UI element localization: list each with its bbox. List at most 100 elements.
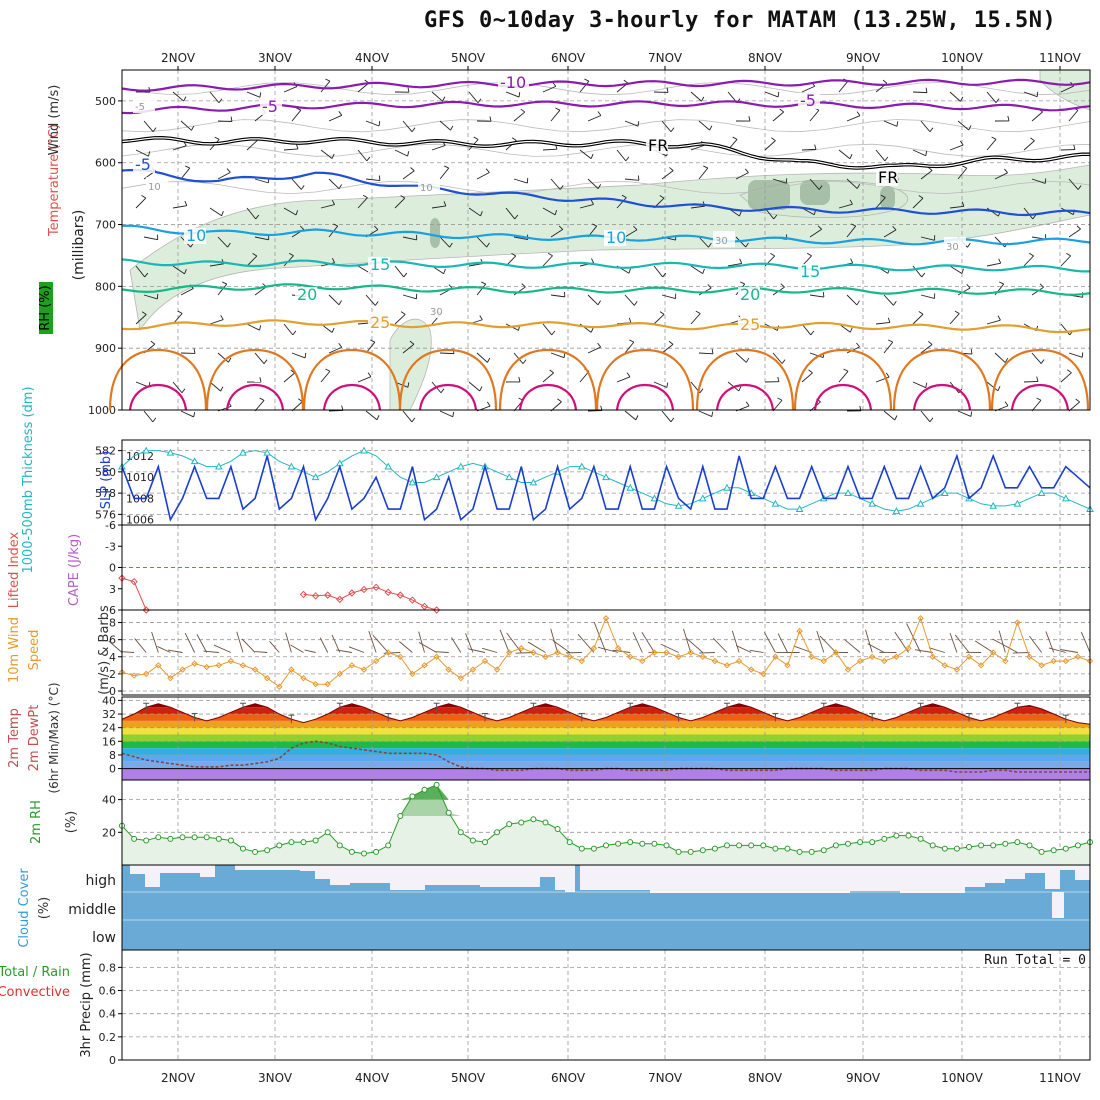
wind-barb-10m <box>331 634 341 653</box>
wind-barb-feather <box>659 195 665 199</box>
wind-barb <box>291 352 306 359</box>
wind-barb-feather <box>367 372 372 377</box>
wind-barb-feather <box>997 315 1001 321</box>
wind-speed-point <box>554 649 561 656</box>
wind-barb <box>172 205 187 209</box>
wind-barb-feather <box>849 327 853 333</box>
wind-barb-10m <box>712 637 728 653</box>
wind-barb-feather <box>518 376 521 382</box>
wind-barb-feather <box>479 386 483 392</box>
cloud-gap-high <box>200 865 215 877</box>
wind-barb-10m <box>686 638 704 653</box>
y-tick-label: 900 <box>95 342 116 355</box>
rh-point <box>482 839 488 846</box>
lifted-index-point <box>372 583 380 592</box>
temp-band <box>122 748 1090 755</box>
rh-point <box>711 845 718 852</box>
contour-label: -5 <box>800 91 816 110</box>
wind-speed-point <box>348 662 356 669</box>
temp-band <box>122 754 1090 762</box>
wind-barb <box>1060 372 1072 383</box>
wind-speed-point <box>977 662 985 669</box>
wind-barb-feather <box>921 272 926 278</box>
isotherm-30 <box>595 348 695 411</box>
cloud-gap-high <box>350 865 390 883</box>
rh-shading-dark <box>430 218 440 248</box>
wind-barb-feather <box>148 151 151 157</box>
rh-point <box>917 835 924 842</box>
wind-barb-feather <box>959 140 964 146</box>
wind-barb <box>838 371 849 383</box>
wind-barb <box>246 207 257 220</box>
rh-point <box>905 832 912 839</box>
wind-barb <box>402 236 417 241</box>
contour-label: 30 <box>715 236 728 247</box>
wind-barb <box>542 207 556 216</box>
isotherm-25 <box>121 319 1091 334</box>
contour-label: 10 <box>606 228 626 247</box>
wind-barb-feather <box>780 283 785 288</box>
wind-barb <box>883 120 898 127</box>
wind-barb-feather <box>781 359 786 364</box>
wind-barb-feather <box>707 284 712 289</box>
wind-barb-feather <box>259 92 262 98</box>
rh-point <box>155 834 162 841</box>
wind-barb-feather <box>403 272 408 278</box>
wind-speed-point <box>518 645 525 652</box>
wind-barb <box>994 283 1005 296</box>
date-label-bottom: 11NOV <box>1039 1071 1081 1085</box>
wind-speed-point <box>590 645 598 652</box>
date-label-top: 11NOV <box>1039 51 1081 65</box>
rh-point <box>566 839 573 846</box>
thickness-point <box>1061 494 1070 502</box>
wind-speed-point <box>784 662 791 669</box>
wind-barb <box>912 313 924 325</box>
ylabel-2m-dewpt: 2m DewPt <box>27 705 42 772</box>
wind-barb-feather <box>637 175 640 181</box>
rh-point <box>276 842 283 849</box>
y-tick-label: -6 <box>105 519 116 532</box>
wind-barb <box>883 341 894 354</box>
wind-barb-feather <box>884 156 889 162</box>
rh-point <box>312 837 319 844</box>
wind-barb <box>875 376 890 383</box>
slp-line <box>121 453 1091 522</box>
wind-barb-10m <box>593 622 607 653</box>
wind-barb-feather <box>699 388 704 394</box>
wind-barb-10m <box>660 643 679 653</box>
wind-barb <box>1060 255 1071 267</box>
y-tick-label: 8 <box>109 617 116 630</box>
wind-barb-feather <box>591 223 597 227</box>
wind-barb-feather <box>221 210 224 216</box>
wind-speed-point <box>360 666 368 673</box>
isotherm-35 <box>615 383 675 411</box>
wind-barb-feather <box>925 87 928 93</box>
wind-barb-feather <box>411 417 416 423</box>
contour-label-bg <box>944 237 966 253</box>
wind-barb-feather <box>970 349 973 355</box>
wind-barb-feather <box>410 167 415 172</box>
wind-barb-10m <box>819 635 837 653</box>
wind-speed-point <box>263 674 271 682</box>
rh-point <box>554 826 561 833</box>
wind-barb-feather <box>141 311 147 315</box>
wind-barb-feather <box>448 284 453 289</box>
wind-barb-10m <box>731 630 740 653</box>
wind-speed-point <box>239 662 247 669</box>
wind-barb <box>949 205 964 209</box>
y-tick-label: 20 <box>102 826 116 839</box>
wind-barb-feather <box>970 411 973 417</box>
temp-line <box>121 703 1091 725</box>
cloud-gap-high <box>180 865 200 873</box>
wind-barb <box>661 410 672 423</box>
thickness-point <box>384 462 393 470</box>
wind-speed-point <box>614 645 622 652</box>
rh-point <box>881 835 888 842</box>
wind-barb <box>246 255 258 267</box>
temp-band <box>122 720 1090 728</box>
slp-tick-label: 1010 <box>126 471 154 484</box>
wind-barb-10m <box>1060 649 1078 653</box>
wind-barb <box>542 323 553 336</box>
wind-barb <box>735 352 747 363</box>
wind-speed-point <box>1038 662 1045 669</box>
